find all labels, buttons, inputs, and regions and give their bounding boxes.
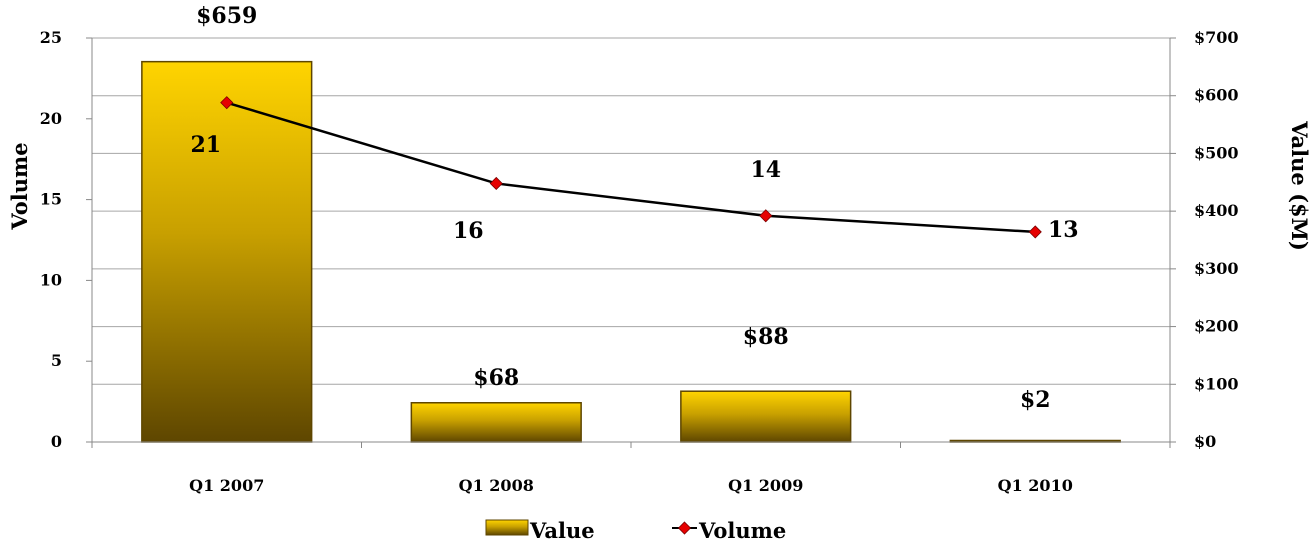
bar-data-label: $68	[473, 365, 519, 391]
bar-value	[680, 390, 852, 443]
bar-value	[410, 402, 582, 443]
y2-tick-label: $200	[1194, 317, 1239, 336]
value-bars	[141, 60, 1121, 443]
line-data-label: 13	[1048, 217, 1079, 243]
volume-line	[226, 101, 1036, 234]
line-data-label: 21	[190, 132, 221, 158]
y-tick-label: 20	[40, 109, 62, 128]
bar-data-label: $659	[196, 3, 257, 29]
y-tick-label: 10	[40, 270, 62, 289]
y-tick-label: 25	[40, 28, 62, 47]
legend-swatch-value	[485, 519, 529, 536]
legend-label-volume: Volume	[698, 518, 786, 542]
x-tick-label: Q1 2009	[728, 476, 803, 495]
volume-point	[489, 176, 503, 191]
bar-data-label: $2	[1020, 387, 1051, 413]
data-labels: $659 $68 $88 $2 21 16 14 13	[190, 3, 1078, 413]
x-tick-label: Q1 2007	[189, 476, 264, 495]
y2-tick-label: $0	[1194, 432, 1216, 451]
legend-item-volume: Volume	[672, 518, 786, 542]
bar-data-label: $88	[743, 324, 789, 350]
volume-line-series	[220, 96, 1042, 239]
y-tick-label: 5	[51, 351, 62, 370]
legend-label-value: Value	[529, 518, 595, 542]
x-tick-label: Q1 2008	[459, 476, 534, 495]
legend-item-value: Value	[485, 518, 595, 542]
y-tick-label: 0	[51, 432, 62, 451]
volume-point	[759, 209, 773, 223]
y2-tick-label: $700	[1194, 28, 1239, 47]
y2-tick-label: $400	[1194, 201, 1239, 220]
y2-axis-title: Value ($M)	[1287, 120, 1310, 251]
line-data-label: 14	[750, 157, 781, 183]
volume-point	[1028, 225, 1042, 239]
y2-tick-label: $600	[1194, 86, 1239, 105]
y-axis-title: Volume	[7, 142, 32, 230]
volume-point	[220, 96, 234, 110]
y-tick-label: 15	[40, 190, 62, 209]
axes: $0 $100 $200 $300 $400 $500 $600 $700 0 5 10 15 20 25…	[40, 28, 1239, 495]
x-tick-label: Q1 2010	[998, 476, 1073, 495]
legend-marker-volume	[677, 521, 692, 535]
y2-tick-label: $100	[1194, 374, 1239, 393]
legend: Value Volume	[485, 518, 786, 542]
y2-tick-label: $300	[1194, 259, 1239, 278]
y2-tick-label: $500	[1194, 143, 1239, 162]
line-data-label: 16	[453, 218, 484, 244]
bar-value	[141, 60, 313, 443]
